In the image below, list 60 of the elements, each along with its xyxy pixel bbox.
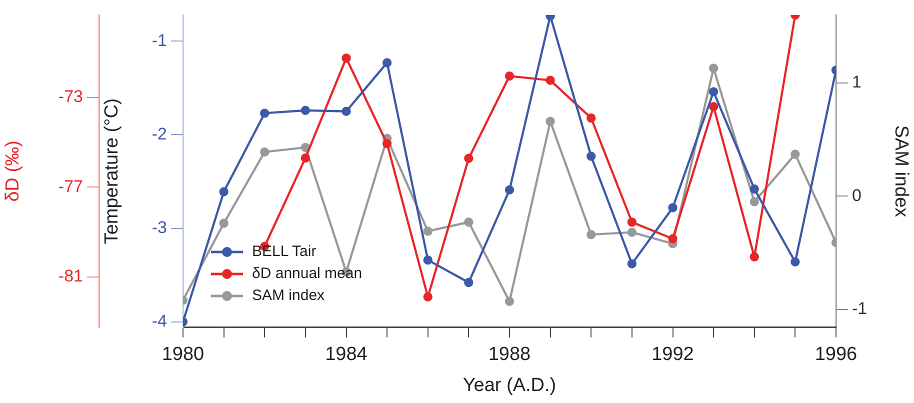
x-tick-label: 1992	[652, 344, 694, 366]
point	[750, 252, 759, 262]
point	[423, 255, 432, 265]
point	[504, 185, 514, 195]
point	[342, 106, 351, 116]
point	[708, 102, 718, 112]
point	[668, 203, 678, 212]
point	[464, 154, 474, 164]
point	[790, 257, 800, 267]
point	[750, 184, 759, 194]
point	[504, 71, 514, 81]
point	[627, 228, 637, 237]
y-tick-label: -3	[152, 218, 167, 237]
point	[260, 147, 270, 157]
y3-axis-title: δD (‰)	[2, 140, 24, 202]
point	[586, 113, 596, 123]
x-axis-title: Year (A.D.)	[462, 374, 556, 396]
y3-tick-label: -81	[58, 266, 83, 286]
point	[586, 230, 596, 240]
point	[423, 226, 432, 236]
point	[708, 64, 718, 73]
point	[300, 153, 310, 163]
y2-axis-title: SAM index	[890, 125, 912, 218]
legend-label: δD annual mean	[252, 264, 362, 284]
point	[423, 292, 432, 302]
point	[300, 142, 310, 152]
y-tick-label: -4	[152, 311, 167, 330]
point	[382, 58, 392, 68]
point	[546, 76, 555, 85]
x-tick-label: 1996	[814, 344, 858, 366]
x-tick-label: 1988	[488, 344, 531, 366]
point	[504, 296, 514, 306]
y-axis-title: Temperature (°C)	[102, 98, 123, 244]
y-tick-label: -1	[152, 30, 167, 50]
point	[627, 259, 637, 268]
point	[627, 218, 637, 227]
point	[750, 197, 759, 206]
point	[300, 106, 310, 116]
y2-tick-label: 0	[852, 186, 862, 205]
point	[260, 108, 270, 118]
y2-tick-label: 1	[852, 72, 862, 92]
legend-label: SAM index	[252, 286, 325, 306]
point	[668, 234, 678, 244]
point	[382, 138, 392, 148]
point	[342, 53, 351, 63]
y3-tick-label: -77	[58, 176, 83, 196]
point	[464, 278, 474, 288]
point	[464, 218, 474, 227]
point	[219, 218, 228, 228]
point	[708, 87, 718, 96]
legend-label: BELL Tair	[252, 242, 316, 262]
x-tick-label: 1980	[162, 344, 204, 366]
x-tick-label: 1984	[325, 344, 368, 366]
point	[546, 116, 555, 126]
y-tick-label: -2	[152, 124, 167, 144]
point	[219, 187, 228, 196]
point	[790, 150, 800, 159]
point	[586, 152, 596, 161]
y3-tick-label: -73	[58, 87, 83, 106]
y2-tick-label: -1	[852, 298, 868, 318]
